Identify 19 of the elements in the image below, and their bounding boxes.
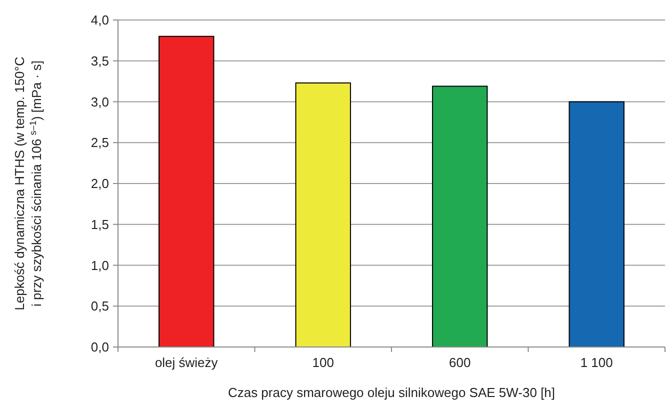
bar (295, 82, 351, 348)
text: Lepkość dynamiczna HTHS (w temp. 150°C (12, 56, 27, 310)
y-tick-label: 1,0 (90, 258, 109, 273)
y-tick-label: 2,5 (90, 135, 109, 150)
y-tick-label: 4,0 (90, 12, 109, 28)
x-tick-label: olej świeży (154, 355, 218, 370)
y-tick-label: 2,0 (90, 176, 109, 192)
x-tick-label: 1 100 (580, 355, 613, 370)
bar (568, 101, 624, 348)
x-tick-label: 600 (449, 355, 471, 370)
x-tick-label: 100 (312, 355, 334, 370)
y-tick-label: 3,0 (90, 94, 109, 110)
bar (158, 36, 214, 348)
y-tick-label: 1,5 (90, 216, 109, 232)
bar (432, 86, 488, 348)
y-tick-label: 0,5 (90, 298, 109, 314)
x-axis-title: Czas pracy smarowego oleju silnikowego SAE 5W-30 [h] (228, 385, 556, 400)
y-tick-label: 0,0 (90, 340, 109, 355)
y-tick-label: 3,5 (90, 53, 109, 68)
